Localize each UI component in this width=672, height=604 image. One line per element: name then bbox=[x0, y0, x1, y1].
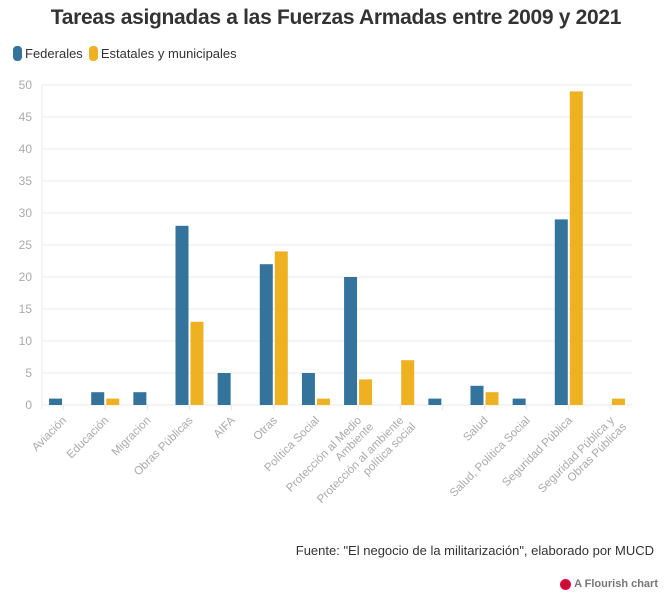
bar-federales[interactable] bbox=[49, 398, 63, 405]
bar-estatales[interactable] bbox=[359, 379, 373, 405]
bar-chart: 0 5 10 15 20 25 30 35 40 45 50 AviaciónEducaciónMi… bbox=[19, 78, 632, 506]
bar-estatales[interactable] bbox=[611, 398, 625, 405]
legend-swatch-estatales bbox=[88, 46, 98, 61]
y-tick-label: 15 bbox=[19, 302, 33, 316]
flourish-credit[interactable]: A Flourish chart bbox=[561, 578, 658, 590]
bar-federales[interactable] bbox=[554, 219, 568, 405]
legend: Federales Estatales y municipales bbox=[13, 46, 243, 61]
y-tick-label: 40 bbox=[19, 142, 33, 156]
y-tick-label: 45 bbox=[19, 110, 33, 124]
y-tick-label: 5 bbox=[25, 366, 32, 380]
bar-federales[interactable] bbox=[470, 385, 484, 405]
bar-federales[interactable] bbox=[217, 373, 231, 405]
y-tick-label: 10 bbox=[19, 334, 33, 348]
legend-swatch-federales bbox=[13, 46, 22, 61]
bar-federales[interactable] bbox=[512, 398, 526, 405]
flourish-logo-icon bbox=[561, 579, 571, 589]
chart-title: Tareas asignadas a las Fuerzas Armadas e… bbox=[50, 6, 622, 29]
bar-estatales[interactable] bbox=[401, 360, 415, 405]
y-tick-label: 35 bbox=[19, 174, 33, 188]
x-tick-label: Aviación bbox=[30, 415, 69, 454]
y-tick-label: 30 bbox=[19, 206, 33, 220]
bar-federales[interactable] bbox=[175, 225, 189, 405]
bar-estatales[interactable] bbox=[569, 91, 583, 406]
y-tick-label: 50 bbox=[19, 78, 33, 92]
bar-estatales[interactable] bbox=[485, 392, 499, 405]
x-tick-label: Otras bbox=[252, 414, 281, 443]
source-note: Fuente: "El negocio de la militarización… bbox=[295, 543, 654, 558]
bar-estatales[interactable] bbox=[274, 251, 288, 405]
bar-federales[interactable] bbox=[428, 398, 442, 405]
x-tick-label: Seguridad Pública bbox=[500, 414, 575, 489]
bar-federales[interactable] bbox=[91, 392, 105, 405]
x-tick-label: Salud, Política Social bbox=[448, 415, 533, 500]
bar-federales[interactable] bbox=[133, 392, 147, 405]
legend-item-federales[interactable]: Federales bbox=[13, 46, 83, 61]
gridlines bbox=[41, 84, 632, 409]
legend-label-estatales: Estatales y municipales bbox=[100, 46, 237, 61]
bar-estatales[interactable] bbox=[190, 321, 204, 405]
bar-estatales[interactable] bbox=[106, 398, 120, 405]
bars bbox=[49, 91, 625, 406]
x-tick-label: Salud bbox=[461, 415, 490, 444]
flourish-credit-label: A Flourish chart bbox=[574, 578, 658, 590]
y-tick-label: 0 bbox=[25, 398, 32, 412]
y-tick-label: 20 bbox=[19, 270, 33, 284]
x-tick-label: Migracion bbox=[110, 415, 154, 459]
bar-federales[interactable] bbox=[301, 373, 315, 405]
bar-federales[interactable] bbox=[344, 277, 358, 405]
x-tick-label: Educación bbox=[65, 415, 111, 461]
x-tick-label: AIFA bbox=[212, 414, 238, 440]
bar-federales[interactable] bbox=[259, 264, 273, 405]
x-tick-label: Seguridad Pública yObras Públicas bbox=[536, 412, 629, 505]
y-axis: 0 5 10 15 20 25 30 35 40 45 50 bbox=[19, 78, 33, 412]
y-tick-label: 25 bbox=[19, 238, 33, 252]
legend-label-federales: Federales bbox=[25, 46, 83, 61]
bar-estatales[interactable] bbox=[316, 398, 330, 405]
legend-item-estatales[interactable]: Estatales y municipales bbox=[88, 46, 237, 61]
